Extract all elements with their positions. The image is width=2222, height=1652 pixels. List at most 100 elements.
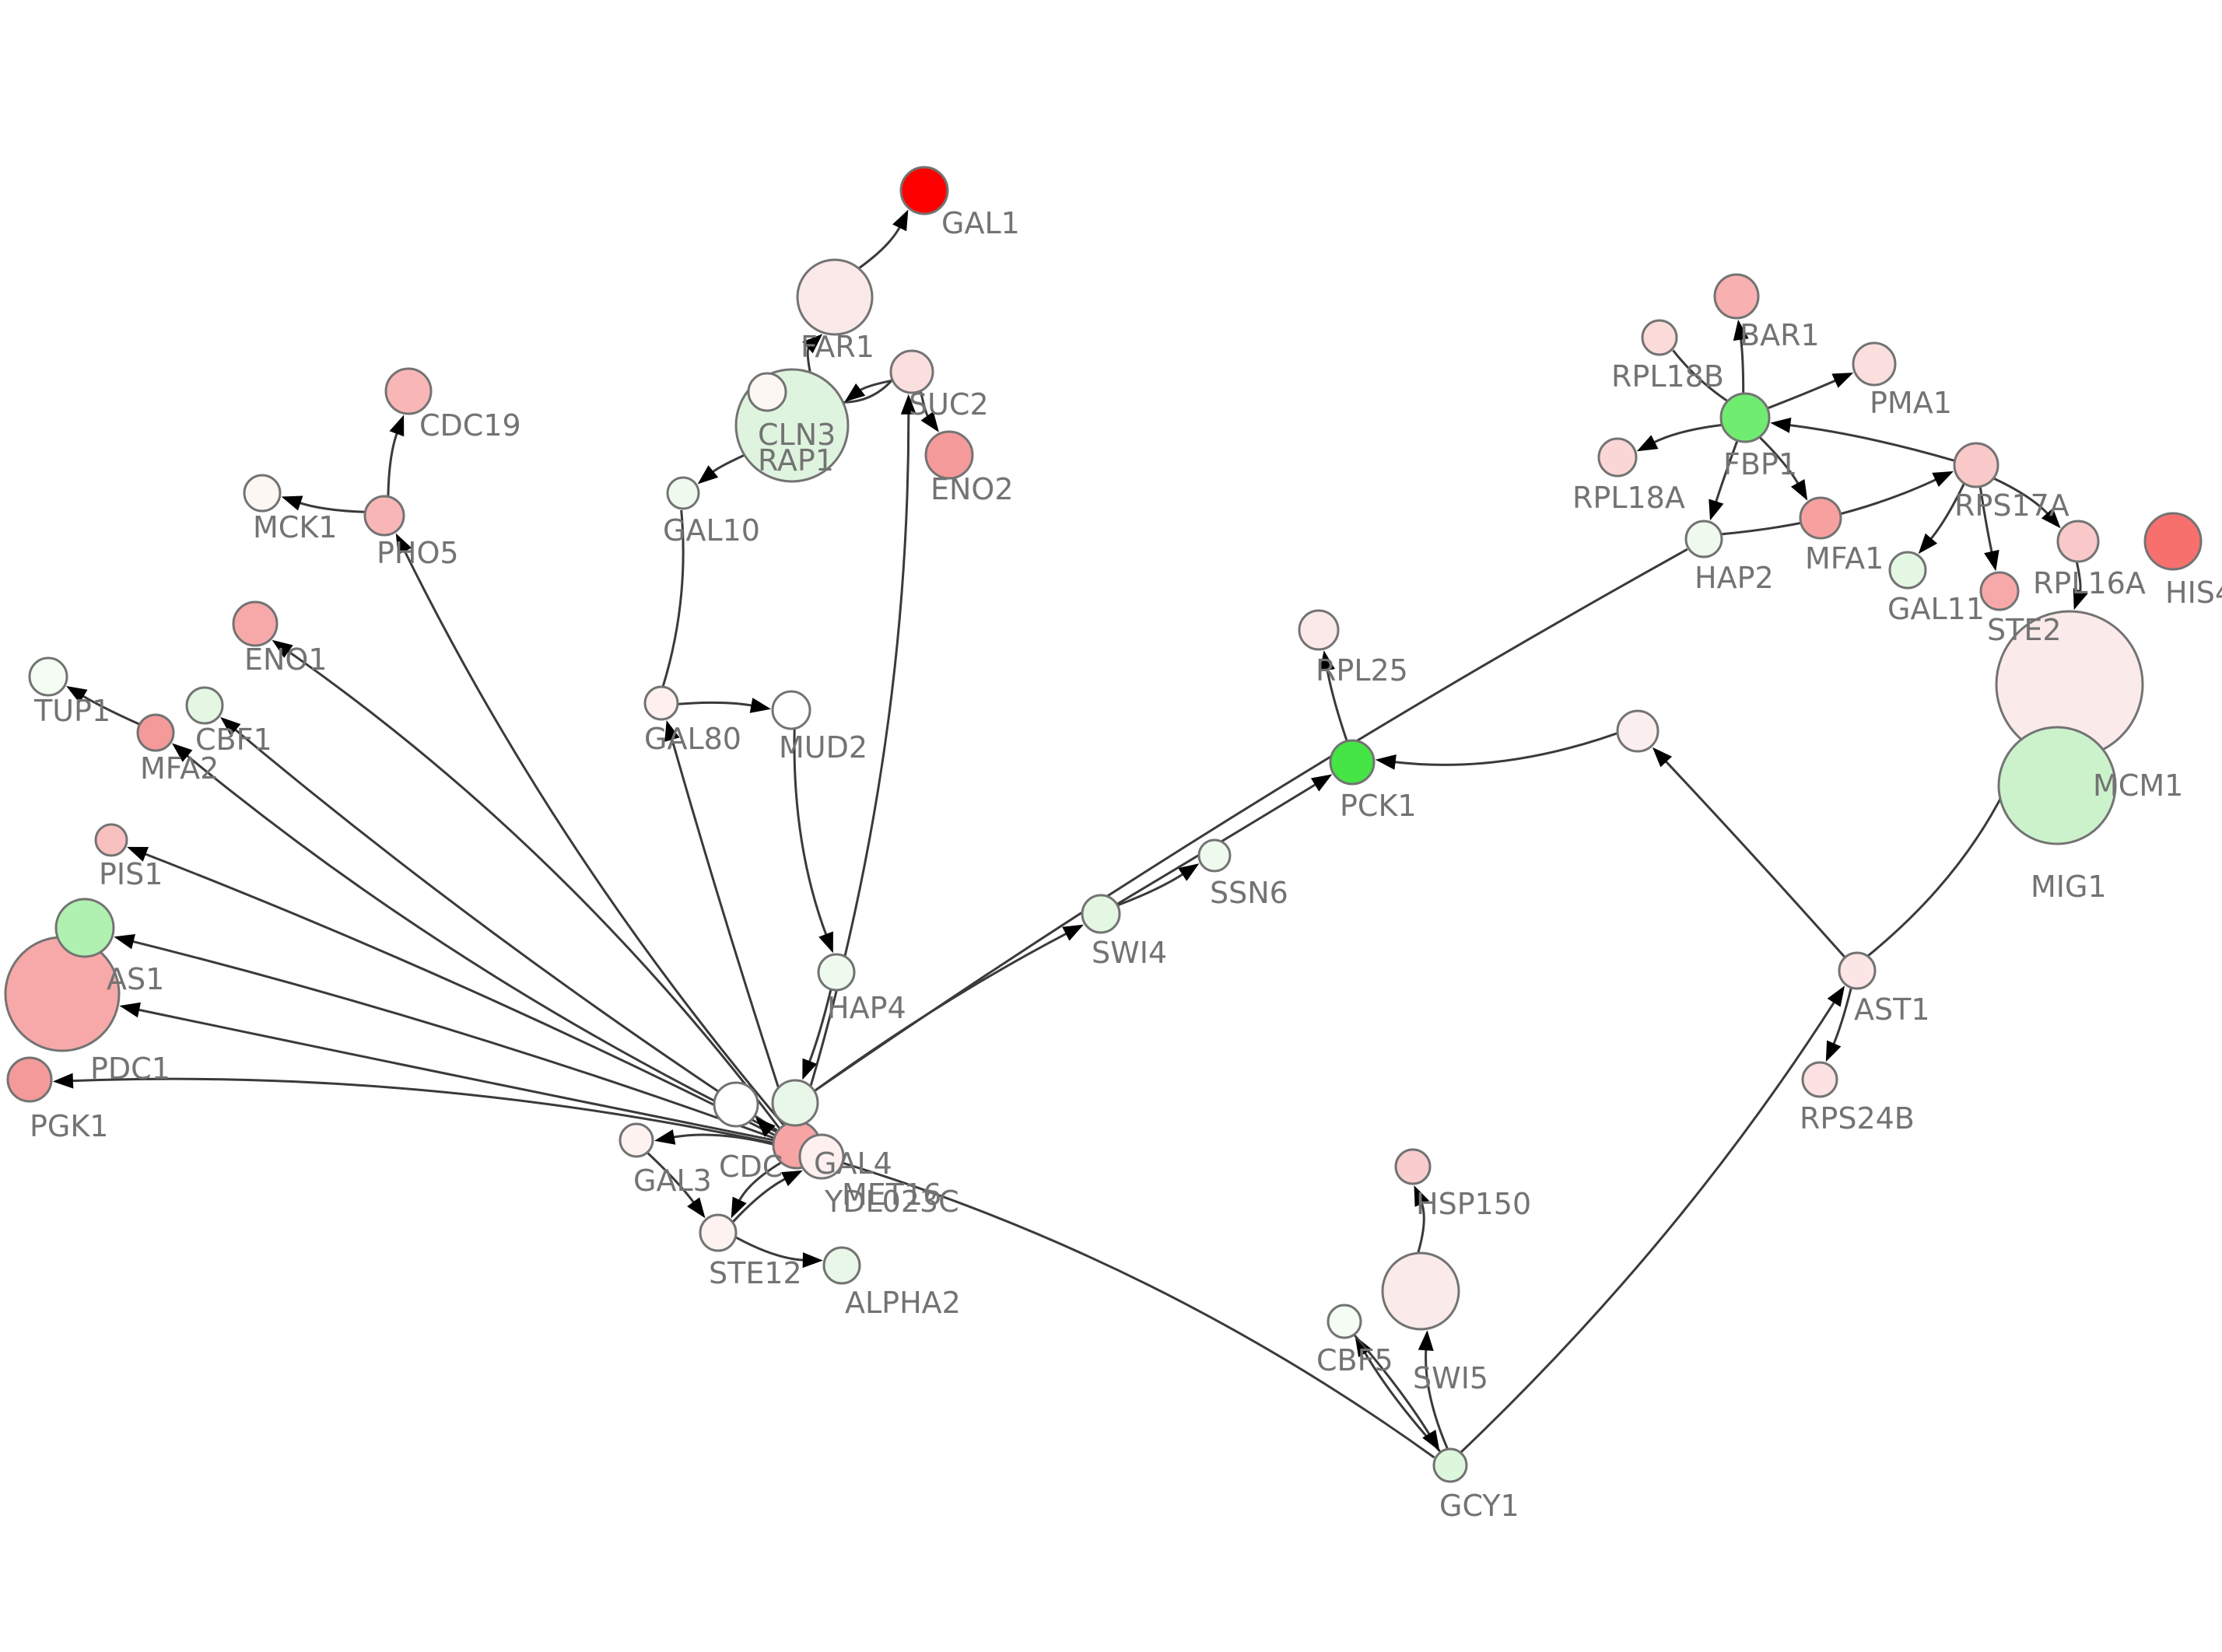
arrowhead-rps17a-to-fbp1 [1770,417,1792,433]
edge-rps17a-to-gal11 [1928,483,1965,542]
node-cbf5[interactable] [1327,1304,1362,1339]
arrowhead-swi4-to-ssn6 [1178,863,1200,881]
node-rpl16a[interactable] [2056,520,2100,563]
edge-ast1-to-node_pck1_src [1663,758,1845,958]
arrowhead-gcy1-to-ast1 [1827,985,1845,1007]
node-mud2[interactable] [771,690,811,730]
edge-gal3-to-ste12 [647,1152,696,1206]
arrowhead-hap4-to-met16 [802,1058,818,1080]
arrowhead-pho5-to-mck1 [281,495,303,511]
node-suc2[interactable] [889,349,934,394]
node-tup1[interactable] [28,656,68,697]
node-far1[interactable] [796,258,874,336]
arrowhead-mfa2-to-tup1 [66,686,88,703]
edge-gal4-to-pis1 [142,852,776,1136]
node-swi5[interactable] [1381,1251,1460,1331]
edge-ast1-to-mcm1 [1867,759,2020,957]
node-rpl25[interactable] [1298,609,1340,651]
node-rps17a[interactable] [1953,442,1999,488]
node-gal3[interactable] [619,1122,654,1158]
node-hsp150[interactable] [1394,1148,1432,1185]
node-alpha2[interactable] [822,1246,861,1285]
node-gal1[interactable] [899,166,949,215]
edge-pho5-to-mck1 [297,501,365,513]
node-ast1[interactable] [1838,951,1877,990]
node-cdc[interactable] [713,1081,759,1128]
node-bar1[interactable] [1713,273,1760,320]
node-swi4[interactable] [1081,894,1121,934]
edge-fbp1-to-rpl18b [1672,349,1728,402]
edge-fbp1-to-bar1 [1739,336,1745,394]
arrowhead-gal4-to-pdc1 [119,1002,141,1018]
edge-swi4-to-ssn6 [1117,872,1186,907]
edge-gal4-to-cbf1 [233,726,778,1132]
edge-gal4-to-as1 [130,940,774,1139]
edge-pck1-to-rpl25 [1325,667,1348,741]
arrowhead-hap2-to-rps17a [1932,471,1954,487]
arrowhead-ste12-to-ydl023c [781,1170,803,1187]
node-pck1[interactable] [1329,739,1376,786]
node-eno2[interactable] [924,430,974,480]
node-as1[interactable] [54,898,115,958]
edge-pho5-to-cdc19 [387,430,399,496]
arrowhead-gal3-to-ste12 [687,1197,706,1219]
node-mfa1[interactable] [1799,496,1842,540]
edge-ste12-to-ydl023c [732,1177,788,1223]
arrowhead-fbp1-to-mfa1 [1790,479,1808,501]
arrowhead-gal4-to-pgk1 [52,1073,74,1089]
arrowhead-ste12-to-alpha2 [802,1252,823,1269]
edge-rps17a-to-fbp1 [1787,423,1955,462]
node-gal11[interactable] [1888,551,1927,590]
node-node_pck1_src[interactable] [1616,709,1659,753]
node-his4[interactable] [2143,512,2203,571]
node-pgk1[interactable] [6,1056,53,1103]
arrowhead-rpl16a-to-mcm1 [2073,588,2088,611]
edge-far1-to-gal1 [858,224,902,269]
edge-gal4-to-mfa2 [184,753,777,1133]
node-mfa2[interactable] [136,713,175,752]
node-fbp1[interactable] [1719,392,1771,443]
node-ste2[interactable] [1979,571,2020,611]
arrowhead-gcy1-to-swi5 [1418,1330,1434,1351]
node-pis1[interactable] [94,823,128,857]
node-mck1[interactable] [243,474,282,513]
arrowhead-met16-to-swi4 [1062,924,1084,941]
arrowhead-ast1-to-node_pck1_src [1652,747,1672,768]
node-mig1[interactable] [1997,726,2117,845]
node-gal10[interactable] [666,476,700,510]
arrowhead-mud2-to-hap4 [818,931,833,954]
edge-ste12-to-alpha2 [735,1236,806,1262]
edge-ast1-to-rps24b [1831,988,1852,1047]
node-hap2[interactable] [1684,520,1723,558]
arrowhead-node_pck1_src-to-pck1 [1375,754,1397,770]
node-layer [4,166,2203,1483]
node-rpl18b[interactable] [1641,319,1678,356]
node-pho5[interactable] [363,495,405,537]
arrowhead-gal80-to-mud2 [749,698,771,713]
node-met16[interactable] [771,1079,819,1127]
node-cbf1[interactable] [185,686,224,725]
node-ydl023c[interactable] [798,1133,845,1180]
node-ste12[interactable] [699,1213,738,1252]
arrowhead-suc2-to-eno2 [920,411,939,432]
edge-fbp1-to-rpl18a [1651,424,1722,445]
node-hap4[interactable] [817,953,856,992]
edge-rpl16a-to-mcm1 [2075,562,2082,594]
arrowhead-cln3-to-far1 [802,334,823,354]
node-cdc19[interactable] [384,367,433,415]
node-rap1[interactable] [747,372,787,412]
arrowhead-gal4-to-pho5 [395,533,412,555]
edge-hap4-to-met16 [808,989,832,1065]
edge-gal4-to-pdc1 [135,1008,773,1142]
node-rps24b[interactable] [1801,1061,1838,1098]
node-rpl18a[interactable] [1597,437,1638,478]
node-gal80[interactable] [643,685,679,721]
node-gcy1[interactable] [1432,1447,1468,1483]
edge-gcy1-to-ast1 [1460,999,1837,1454]
node-pdc1[interactable] [4,936,121,1052]
node-eno1[interactable] [232,600,279,647]
node-pma1[interactable] [1852,341,1897,387]
node-ssn6[interactable] [1197,838,1232,873]
edge-fbp1-to-mfa1 [1759,436,1800,487]
edge-gal4-to-gcy1 [818,1154,1435,1459]
